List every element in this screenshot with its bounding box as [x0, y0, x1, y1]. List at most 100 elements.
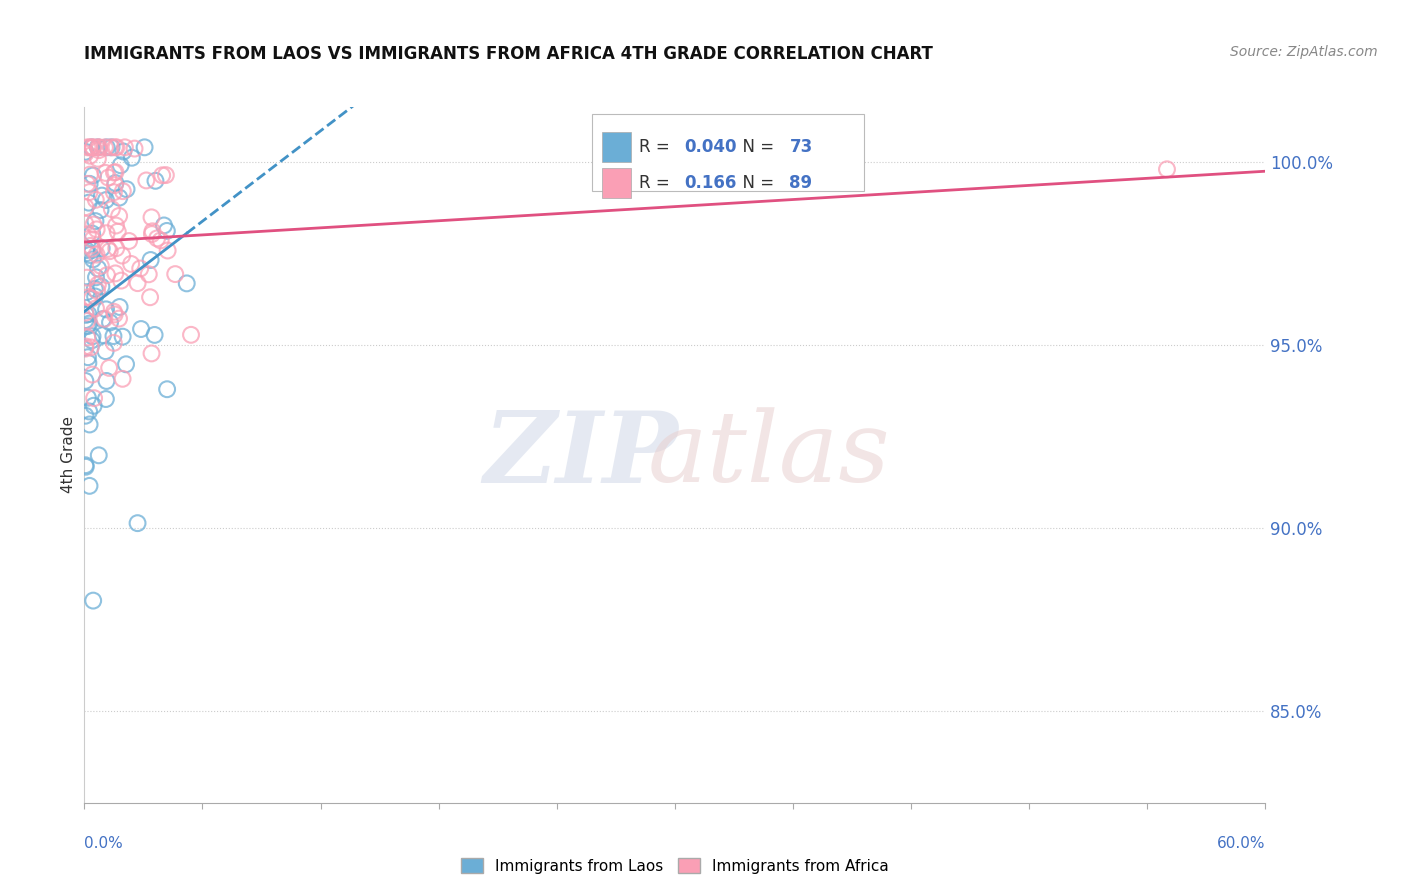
Point	[104, 178, 127, 192]
Text: ZIP: ZIP	[482, 407, 678, 503]
Point	[103, 305, 125, 319]
Point	[165, 267, 187, 281]
Point	[82, 252, 104, 267]
Point	[87, 140, 110, 154]
Point	[180, 327, 202, 342]
Text: 0.040: 0.040	[685, 138, 737, 156]
Point	[176, 277, 198, 291]
Point	[107, 225, 129, 239]
Point	[153, 219, 176, 233]
Point	[84, 193, 107, 207]
Point	[76, 285, 98, 300]
Point	[76, 246, 98, 260]
Point	[75, 200, 97, 214]
Point	[75, 146, 97, 161]
Point	[75, 342, 97, 356]
Point	[79, 140, 101, 154]
Point	[94, 392, 117, 406]
Point	[82, 140, 104, 154]
Point	[77, 292, 100, 306]
Point	[90, 259, 112, 273]
Point	[87, 152, 110, 166]
Point	[77, 404, 100, 418]
Point	[82, 227, 104, 241]
Point	[129, 261, 152, 276]
Point	[87, 140, 110, 154]
Point	[105, 140, 128, 154]
Point	[110, 158, 132, 172]
Point	[77, 227, 100, 241]
Point	[98, 244, 121, 259]
Point	[75, 339, 97, 353]
Point	[79, 417, 101, 432]
Point	[118, 234, 141, 248]
Point	[87, 277, 110, 292]
Point	[87, 143, 110, 157]
Point	[94, 302, 117, 317]
FancyBboxPatch shape	[602, 132, 631, 162]
Point	[77, 290, 100, 304]
Point	[82, 169, 104, 183]
Point	[96, 268, 118, 283]
Point	[79, 149, 101, 163]
Point	[120, 257, 142, 271]
Point	[75, 145, 97, 159]
Point	[111, 184, 134, 198]
Point	[79, 248, 101, 262]
Point	[86, 222, 108, 236]
Point	[100, 140, 122, 154]
Point	[104, 266, 127, 280]
Point	[115, 357, 138, 371]
Point	[77, 391, 100, 405]
Point	[84, 301, 107, 316]
Point	[75, 308, 97, 322]
Point	[77, 356, 100, 370]
Point	[97, 170, 120, 185]
Point	[86, 247, 108, 261]
Point	[76, 140, 98, 154]
Point	[103, 165, 125, 179]
FancyBboxPatch shape	[602, 168, 631, 198]
Point	[77, 307, 100, 321]
Point	[80, 292, 103, 306]
Point	[84, 214, 107, 228]
Point	[80, 242, 103, 256]
Point	[77, 317, 100, 331]
Point	[105, 241, 128, 255]
Point	[141, 227, 163, 241]
Legend: Immigrants from Laos, Immigrants from Africa: Immigrants from Laos, Immigrants from Af…	[456, 852, 894, 880]
Point	[127, 516, 149, 530]
Point	[84, 289, 107, 303]
Point	[150, 169, 173, 183]
Point	[75, 374, 97, 388]
Point	[87, 261, 110, 276]
Point	[94, 140, 117, 154]
Point	[82, 232, 104, 246]
Point	[103, 335, 125, 350]
Point	[75, 409, 97, 423]
Point	[84, 270, 107, 285]
Point	[79, 177, 101, 191]
Point	[91, 328, 114, 343]
Point	[75, 243, 97, 257]
Point	[112, 145, 135, 159]
Point	[98, 360, 121, 375]
Point	[104, 307, 127, 321]
Point	[134, 140, 156, 154]
Point	[94, 344, 117, 359]
Point	[96, 374, 118, 388]
Text: IMMIGRANTS FROM LAOS VS IMMIGRANTS FROM AFRICA 4TH GRADE CORRELATION CHART: IMMIGRANTS FROM LAOS VS IMMIGRANTS FROM …	[84, 45, 934, 62]
Point	[141, 346, 163, 360]
Point	[124, 142, 146, 156]
Point	[156, 382, 179, 396]
Point	[89, 202, 111, 217]
Point	[149, 234, 172, 248]
Text: 89: 89	[789, 174, 813, 192]
Point	[77, 195, 100, 210]
Point	[75, 305, 97, 319]
Point	[79, 239, 101, 253]
Point	[108, 311, 131, 326]
Point	[135, 173, 157, 187]
Point	[76, 314, 98, 328]
Point	[93, 311, 115, 326]
